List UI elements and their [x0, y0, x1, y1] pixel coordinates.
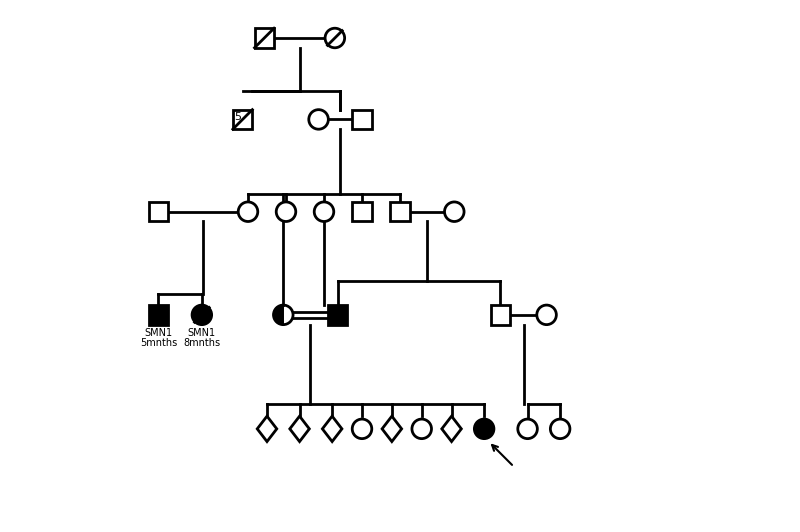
Polygon shape — [382, 416, 402, 442]
Text: 8mnths: 8mnths — [183, 338, 221, 348]
Circle shape — [537, 305, 556, 325]
Bar — [254, 28, 274, 48]
Text: 5mnths: 5mnths — [140, 338, 177, 348]
Circle shape — [518, 419, 538, 438]
Circle shape — [314, 202, 334, 221]
Circle shape — [474, 419, 494, 438]
Bar — [149, 305, 168, 325]
Polygon shape — [258, 416, 277, 442]
Bar — [149, 202, 168, 221]
Circle shape — [412, 419, 431, 438]
Bar — [490, 305, 510, 325]
Text: SMN1: SMN1 — [144, 328, 173, 338]
Bar — [233, 110, 252, 129]
Bar — [328, 305, 347, 325]
Polygon shape — [442, 416, 462, 442]
Polygon shape — [322, 416, 342, 442]
Bar — [390, 202, 410, 221]
Circle shape — [325, 28, 345, 48]
Polygon shape — [274, 305, 283, 325]
Text: SMN1: SMN1 — [188, 328, 216, 338]
Circle shape — [192, 305, 212, 325]
Text: 5: 5 — [234, 112, 241, 122]
Circle shape — [276, 202, 296, 221]
Circle shape — [309, 110, 328, 129]
Circle shape — [445, 202, 464, 221]
Circle shape — [238, 202, 258, 221]
Circle shape — [352, 419, 372, 438]
Bar — [352, 202, 372, 221]
Circle shape — [550, 419, 570, 438]
Polygon shape — [290, 416, 310, 442]
Bar — [352, 110, 372, 129]
